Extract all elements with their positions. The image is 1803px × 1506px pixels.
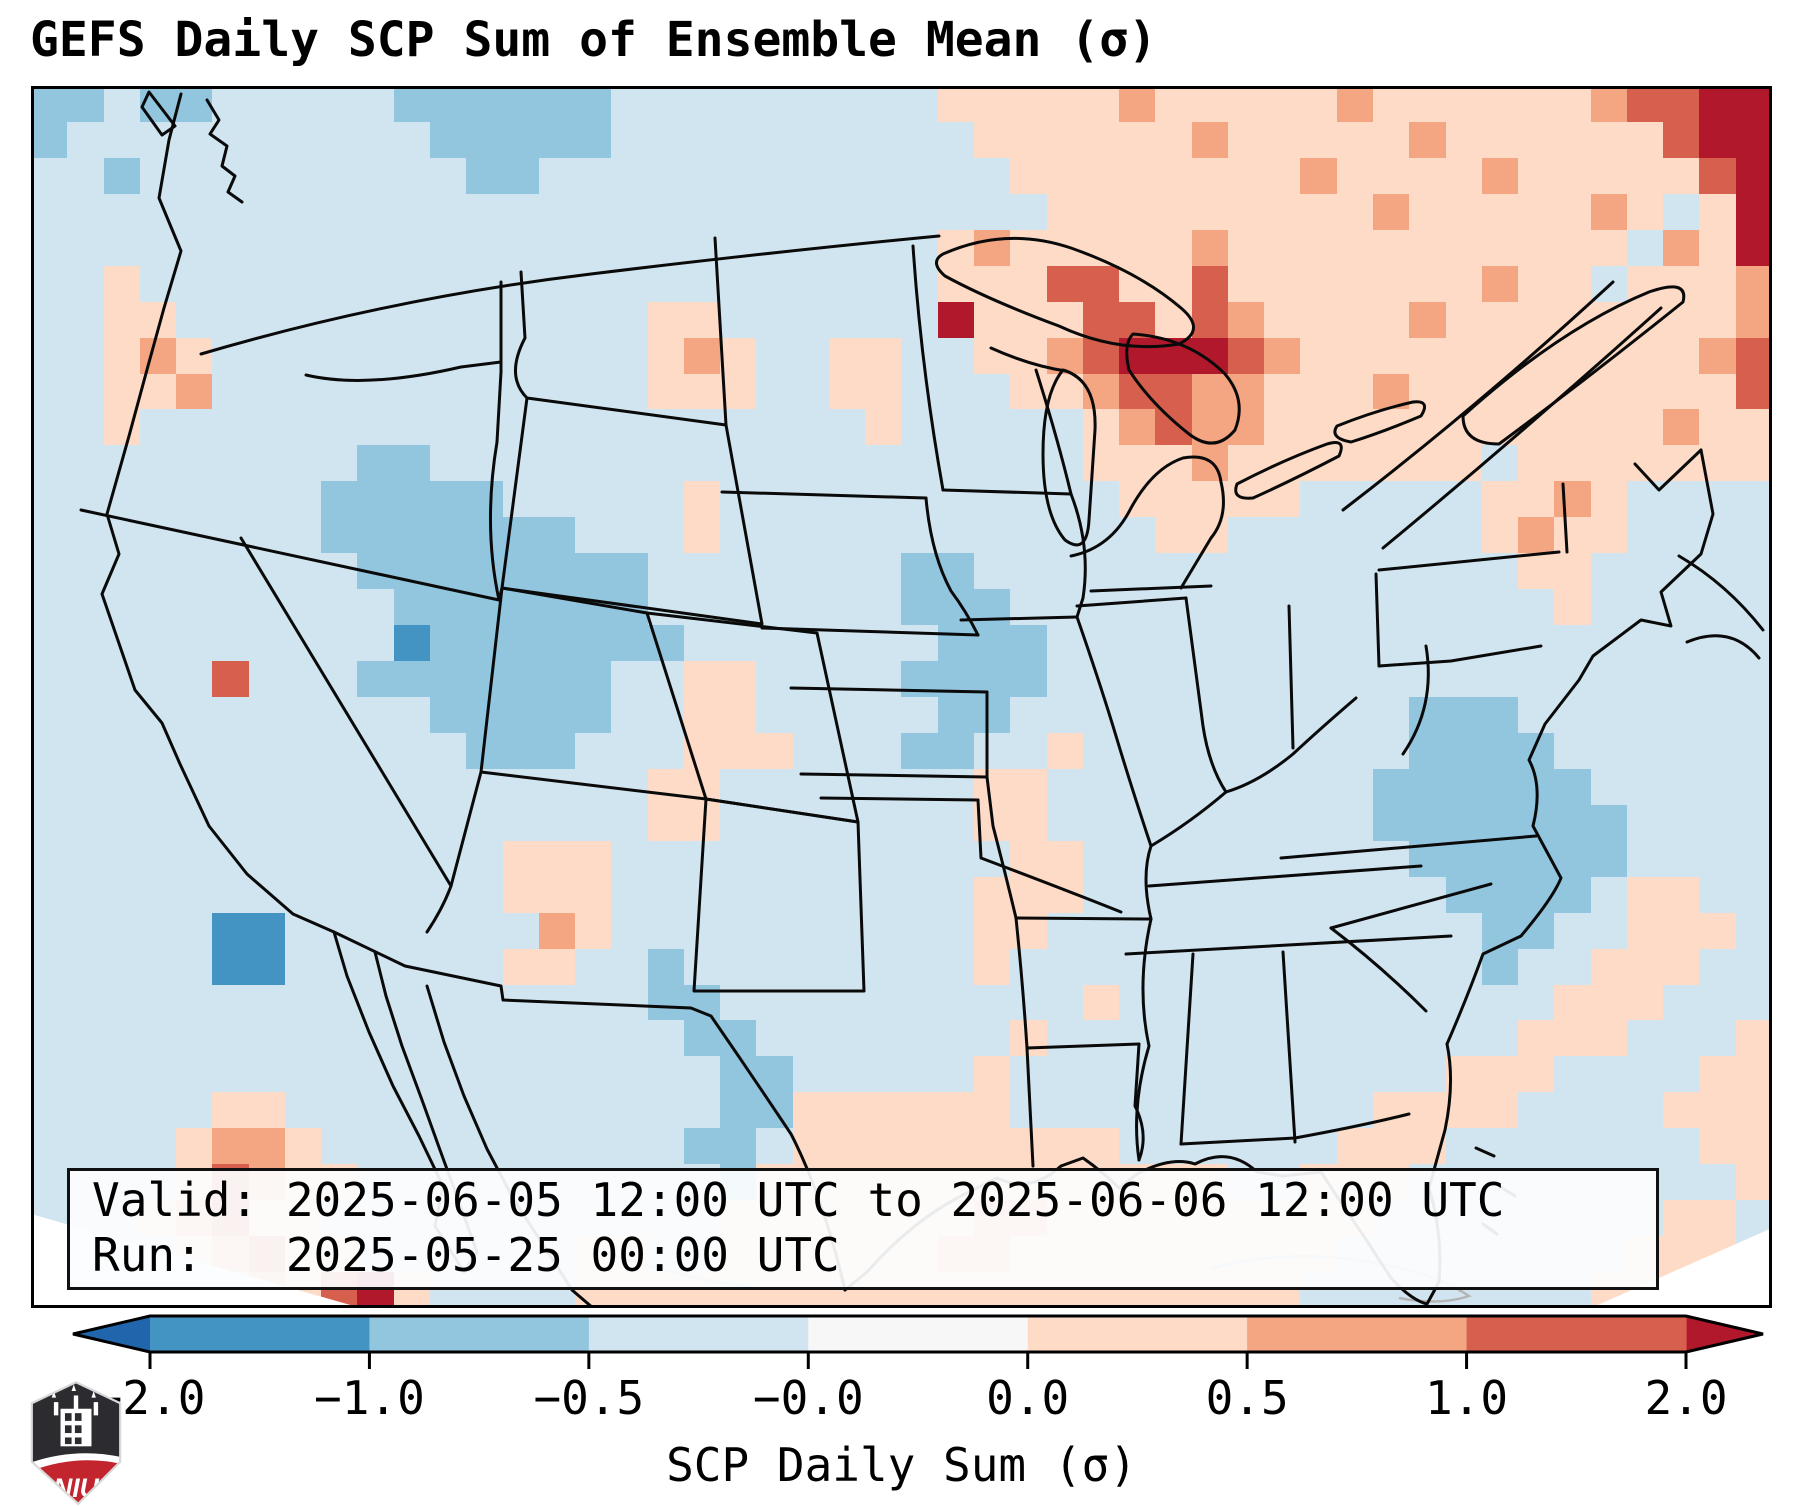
colorbar-tick-label: 0.5 — [1206, 1371, 1289, 1425]
run-time-text: Run: 2025-05-25 00:00 UTC — [92, 1228, 840, 1282]
colorbar-tick-label: −1.0 — [314, 1371, 425, 1425]
colorbar: −2.0 −1.0 −0.5 −0.0 0.0 0.5 1.0 2.0 — [72, 1314, 1764, 1425]
page-title: GEFS Daily SCP Sum of Ensemble Mean (σ) — [30, 12, 1158, 68]
colorbar-axis-label: SCP Daily Sum (σ) — [666, 1438, 1137, 1492]
castle-windows — [64, 1413, 82, 1445]
colorbar-tick-label: −0.5 — [533, 1371, 644, 1425]
niu-logo: NIU — [30, 1380, 122, 1506]
valid-range-text: Valid: 2025-06-05 12:00 UTC to 2025-06-0… — [92, 1173, 1505, 1227]
shield-swoosh — [31, 1453, 121, 1482]
colorbar-tick-label: 2.0 — [1644, 1371, 1727, 1425]
map-panel: Valid: 2025-06-05 12:00 UTC to 2025-06-0… — [31, 86, 1772, 1308]
geo-borders-overlay — [31, 90, 1772, 1308]
colorbar-tick-label: 1.0 — [1425, 1371, 1508, 1425]
colorbar-tick-label: −0.0 — [753, 1371, 864, 1425]
colorbar-tick-label: 0.0 — [986, 1371, 1069, 1425]
validity-info-box: Valid: 2025-06-05 12:00 UTC to 2025-06-0… — [67, 1168, 1659, 1290]
